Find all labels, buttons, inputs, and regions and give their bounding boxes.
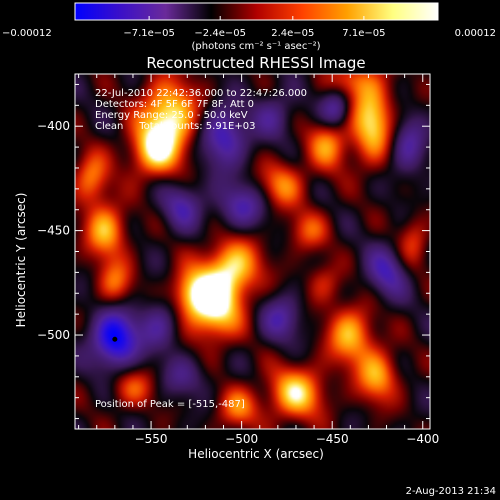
colorbar-tick-label: −0.00012 bbox=[2, 28, 52, 39]
plot-area: −550 −500 −450 −400 −400 −450 −500 bbox=[37, 73, 439, 446]
y-axis-label: Heliocentric Y (arcsec) bbox=[14, 193, 28, 328]
x-axis-label: Heliocentric X (arcsec) bbox=[188, 447, 324, 461]
colorbar: −0.00012 −7.1e−05 −2.4e−05 2.4e−05 7.1e−05 0.… bbox=[2, 2, 496, 52]
colorbar-tick-label: −7.1e−05 bbox=[123, 28, 175, 39]
y-tick-label: −450 bbox=[37, 224, 70, 238]
colorbar-tick-label: −2.4e−05 bbox=[194, 28, 246, 39]
info-line-counts: Clean Total counts: 5.91E+03 bbox=[95, 121, 255, 132]
chart-title: Reconstructed RHESSI Image bbox=[146, 54, 365, 72]
x-tick-label: −450 bbox=[316, 432, 349, 446]
footer-date: 2-Aug-2013 21:34 bbox=[406, 486, 496, 497]
colorbar-tick-label: 0.00012 bbox=[455, 28, 496, 39]
x-tick-label: −550 bbox=[135, 432, 168, 446]
colorbar-ticks: −0.00012 −7.1e−05 −2.4e−05 2.4e−05 7.1e−05 0.… bbox=[2, 16, 496, 39]
colorbar-tick-label: 2.4e−05 bbox=[271, 28, 314, 39]
x-tick-label: −400 bbox=[406, 432, 439, 446]
colorbar-unit-label: (photons cm⁻² s⁻¹ asec⁻²) bbox=[191, 41, 320, 52]
peak-position-label: Position of Peak = [-515,-487] bbox=[95, 399, 245, 410]
colorbar-tick-label: 7.1e−05 bbox=[342, 28, 385, 39]
info-line-detectors: Detectors: 4F 5F 6F 7F 8F, Att 0 bbox=[95, 99, 254, 110]
x-tick-label: −500 bbox=[225, 432, 258, 446]
info-line-energy: Energy Range: 25.0 - 50.0 keV bbox=[95, 110, 248, 121]
y-tick-label: −400 bbox=[37, 119, 70, 133]
heatmap-image bbox=[75, 74, 430, 429]
axis-ticks: −550 −500 −450 −400 −400 −450 −500 bbox=[37, 74, 439, 446]
info-overlay: 22-Jul-2010 22:42:36.000 to 22:47:26.000… bbox=[95, 88, 307, 410]
colorbar-gradient bbox=[74, 2, 439, 21]
y-tick-label: −500 bbox=[37, 328, 70, 342]
peak-marker bbox=[112, 336, 118, 342]
info-line-time: 22-Jul-2010 22:42:36.000 to 22:47:26.000 bbox=[95, 88, 307, 99]
